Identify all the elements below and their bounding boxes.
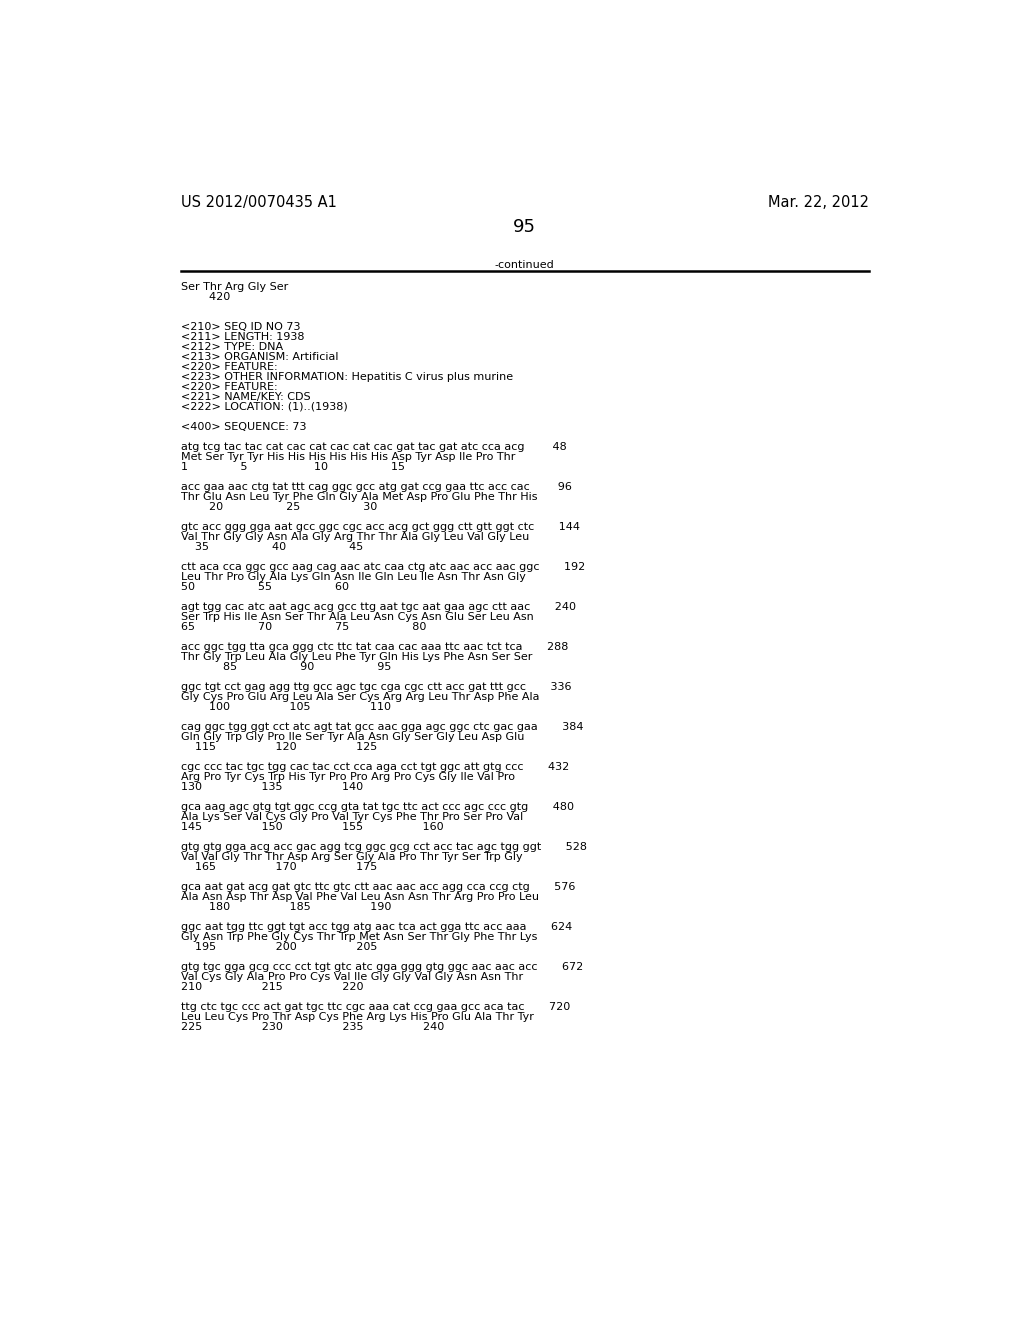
Text: <220> FEATURE:: <220> FEATURE:	[180, 362, 278, 372]
Text: 20                  25                  30: 20 25 30	[180, 502, 377, 512]
Text: Arg Pro Tyr Cys Trp His Tyr Pro Pro Arg Pro Cys Gly Ile Val Pro: Arg Pro Tyr Cys Trp His Tyr Pro Pro Arg …	[180, 772, 515, 781]
Text: 50                  55                  60: 50 55 60	[180, 582, 349, 591]
Text: 115                 120                 125: 115 120 125	[180, 742, 377, 752]
Text: Val Val Gly Thr Thr Asp Arg Ser Gly Ala Pro Thr Tyr Ser Trp Gly: Val Val Gly Thr Thr Asp Arg Ser Gly Ala …	[180, 853, 522, 862]
Text: 145                 150                 155                 160: 145 150 155 160	[180, 822, 443, 832]
Text: gca aag agc gtg tgt ggc ccg gta tat tgc ttc act ccc agc ccc gtg       480: gca aag agc gtg tgt ggc ccg gta tat tgc …	[180, 803, 573, 812]
Text: cgc ccc tac tgc tgg cac tac cct cca aga cct tgt ggc att gtg ccc       432: cgc ccc tac tgc tgg cac tac cct cca aga …	[180, 762, 569, 772]
Text: Ala Lys Ser Val Cys Gly Pro Val Tyr Cys Phe Thr Pro Ser Pro Val: Ala Lys Ser Val Cys Gly Pro Val Tyr Cys …	[180, 812, 523, 822]
Text: acc gaa aac ctg tat ttt cag ggc gcc atg gat ccg gaa ttc acc cac        96: acc gaa aac ctg tat ttt cag ggc gcc atg …	[180, 482, 571, 492]
Text: ttg ctc tgc ccc act gat tgc ttc cgc aaa cat ccg gaa gcc aca tac       720: ttg ctc tgc ccc act gat tgc ttc cgc aaa …	[180, 1002, 570, 1012]
Text: 95: 95	[513, 218, 537, 236]
Text: <223> OTHER INFORMATION: Hepatitis C virus plus murine: <223> OTHER INFORMATION: Hepatitis C vir…	[180, 372, 513, 381]
Text: <222> LOCATION: (1)..(1938): <222> LOCATION: (1)..(1938)	[180, 401, 347, 412]
Text: 420: 420	[180, 292, 230, 301]
Text: 180                 185                 190: 180 185 190	[180, 903, 391, 912]
Text: 85                  90                  95: 85 90 95	[180, 663, 391, 672]
Text: agt tgg cac atc aat agc acg gcc ttg aat tgc aat gaa agc ctt aac       240: agt tgg cac atc aat agc acg gcc ttg aat …	[180, 602, 575, 612]
Text: <213> ORGANISM: Artificial: <213> ORGANISM: Artificial	[180, 351, 338, 362]
Text: Gln Gly Trp Gly Pro Ile Ser Tyr Ala Asn Gly Ser Gly Leu Asp Glu: Gln Gly Trp Gly Pro Ile Ser Tyr Ala Asn …	[180, 733, 524, 742]
Text: gtc acc ggg gga aat gcc ggc cgc acc acg gct ggg ctt gtt ggt ctc       144: gtc acc ggg gga aat gcc ggc cgc acc acg …	[180, 521, 580, 532]
Text: Val Cys Gly Ala Pro Pro Cys Val Ile Gly Gly Val Gly Asn Asn Thr: Val Cys Gly Ala Pro Pro Cys Val Ile Gly …	[180, 973, 523, 982]
Text: Ala Asn Asp Thr Asp Val Phe Val Leu Asn Asn Thr Arg Pro Pro Leu: Ala Asn Asp Thr Asp Val Phe Val Leu Asn …	[180, 892, 539, 902]
Text: 35                  40                  45: 35 40 45	[180, 543, 362, 552]
Text: Ser Thr Arg Gly Ser: Ser Thr Arg Gly Ser	[180, 281, 288, 292]
Text: gtg gtg gga acg acc gac agg tcg ggc gcg cct acc tac agc tgg ggt       528: gtg gtg gga acg acc gac agg tcg ggc gcg …	[180, 842, 587, 853]
Text: acc ggc tgg tta gca ggg ctc ttc tat caa cac aaa ttc aac tct tca       288: acc ggc tgg tta gca ggg ctc ttc tat caa …	[180, 642, 568, 652]
Text: Leu Leu Cys Pro Thr Asp Cys Phe Arg Lys His Pro Glu Ala Thr Tyr: Leu Leu Cys Pro Thr Asp Cys Phe Arg Lys …	[180, 1012, 534, 1022]
Text: 130                 135                 140: 130 135 140	[180, 781, 362, 792]
Text: gca aat gat acg gat gtc ttc gtc ctt aac aac acc agg cca ccg ctg       576: gca aat gat acg gat gtc ttc gtc ctt aac …	[180, 882, 575, 892]
Text: 1               5                   10                  15: 1 5 10 15	[180, 462, 404, 471]
Text: <212> TYPE: DNA: <212> TYPE: DNA	[180, 342, 283, 351]
Text: Thr Glu Asn Leu Tyr Phe Gln Gly Ala Met Asp Pro Glu Phe Thr His: Thr Glu Asn Leu Tyr Phe Gln Gly Ala Met …	[180, 492, 538, 502]
Text: 100                 105                 110: 100 105 110	[180, 702, 391, 711]
Text: Leu Thr Pro Gly Ala Lys Gln Asn Ile Gln Leu Ile Asn Thr Asn Gly: Leu Thr Pro Gly Ala Lys Gln Asn Ile Gln …	[180, 572, 525, 582]
Text: atg tcg tac tac cat cac cat cac cat cac gat tac gat atc cca acg        48: atg tcg tac tac cat cac cat cac cat cac …	[180, 442, 566, 451]
Text: US 2012/0070435 A1: US 2012/0070435 A1	[180, 195, 337, 210]
Text: gtg tgc gga gcg ccc cct tgt gtc atc gga ggg gtg ggc aac aac acc       672: gtg tgc gga gcg ccc cct tgt gtc atc gga …	[180, 962, 583, 973]
Text: ggc tgt cct gag agg ttg gcc agc tgc cga cgc ctt acc gat ttt gcc       336: ggc tgt cct gag agg ttg gcc agc tgc cga …	[180, 682, 571, 692]
Text: ctt aca cca ggc gcc aag cag aac atc caa ctg atc aac acc aac ggc       192: ctt aca cca ggc gcc aag cag aac atc caa …	[180, 562, 585, 572]
Text: 195                 200                 205: 195 200 205	[180, 942, 377, 952]
Text: 225                 230                 235                 240: 225 230 235 240	[180, 1022, 444, 1032]
Text: Mar. 22, 2012: Mar. 22, 2012	[768, 195, 869, 210]
Text: Ser Trp His Ile Asn Ser Thr Ala Leu Asn Cys Asn Glu Ser Leu Asn: Ser Trp His Ile Asn Ser Thr Ala Leu Asn …	[180, 612, 534, 622]
Text: <221> NAME/KEY: CDS: <221> NAME/KEY: CDS	[180, 392, 310, 401]
Text: <400> SEQUENCE: 73: <400> SEQUENCE: 73	[180, 422, 306, 432]
Text: Met Ser Tyr Tyr His His His His His His Asp Tyr Asp Ile Pro Thr: Met Ser Tyr Tyr His His His His His His …	[180, 451, 515, 462]
Text: cag ggc tgg ggt cct atc agt tat gcc aac gga agc ggc ctc gac gaa       384: cag ggc tgg ggt cct atc agt tat gcc aac …	[180, 722, 584, 733]
Text: <210> SEQ ID NO 73: <210> SEQ ID NO 73	[180, 322, 300, 331]
Text: 210                 215                 220: 210 215 220	[180, 982, 364, 993]
Text: ggc aat tgg ttc ggt tgt acc tgg atg aac tca act gga ttc acc aaa       624: ggc aat tgg ttc ggt tgt acc tgg atg aac …	[180, 923, 572, 932]
Text: 165                 170                 175: 165 170 175	[180, 862, 377, 873]
Text: -continued: -continued	[495, 260, 555, 271]
Text: 65                  70                  75                  80: 65 70 75 80	[180, 622, 426, 632]
Text: <211> LENGTH: 1938: <211> LENGTH: 1938	[180, 331, 304, 342]
Text: Val Thr Gly Gly Asn Ala Gly Arg Thr Thr Ala Gly Leu Val Gly Leu: Val Thr Gly Gly Asn Ala Gly Arg Thr Thr …	[180, 532, 529, 541]
Text: Gly Asn Trp Phe Gly Cys Thr Trp Met Asn Ser Thr Gly Phe Thr Lys: Gly Asn Trp Phe Gly Cys Thr Trp Met Asn …	[180, 932, 537, 942]
Text: Gly Cys Pro Glu Arg Leu Ala Ser Cys Arg Arg Leu Thr Asp Phe Ala: Gly Cys Pro Glu Arg Leu Ala Ser Cys Arg …	[180, 692, 540, 702]
Text: <220> FEATURE:: <220> FEATURE:	[180, 381, 278, 392]
Text: Thr Gly Trp Leu Ala Gly Leu Phe Tyr Gln His Lys Phe Asn Ser Ser: Thr Gly Trp Leu Ala Gly Leu Phe Tyr Gln …	[180, 652, 532, 661]
